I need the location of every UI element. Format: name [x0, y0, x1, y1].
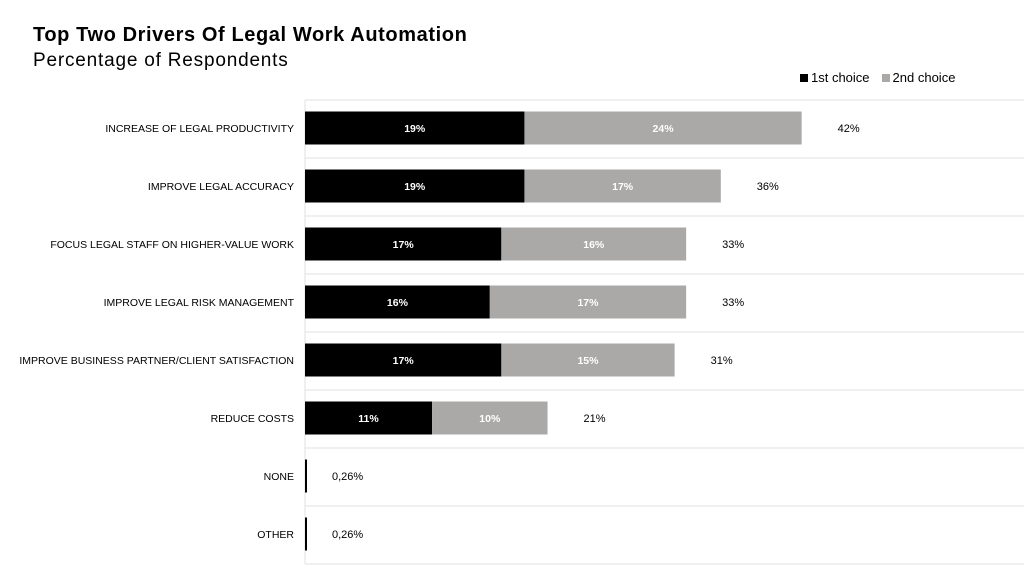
category-label: REDUCE COSTS [211, 413, 294, 425]
bar-label-2nd: 16% [583, 239, 605, 251]
bar-label-1st: 16% [387, 297, 409, 309]
bar-label-2nd: 17% [612, 181, 634, 193]
bar-2nd [524, 169, 721, 203]
legend-item-1st: 1st choice [800, 70, 870, 85]
total-label: 42% [838, 123, 860, 135]
category-label: IMPROVE LEGAL RISK MANAGEMENT [104, 297, 295, 309]
legend-item-2nd: 2nd choice [881, 70, 956, 85]
bar-1st [305, 169, 525, 203]
total-label: 36% [757, 181, 779, 193]
bar-2nd [432, 401, 548, 435]
total-label: 33% [722, 297, 744, 309]
legend-swatch-1st [800, 73, 808, 82]
total-label: 0,26% [332, 471, 363, 483]
bar-1st [305, 285, 490, 319]
total-label: 0,26% [332, 529, 363, 541]
category-label: FOCUS LEGAL STAFF ON HIGHER-VALUE WORK [50, 239, 294, 251]
bar-1st [305, 227, 502, 261]
bar-tiny [305, 517, 307, 551]
bar-2nd [524, 111, 802, 145]
bar-label-2nd: 24% [653, 123, 675, 135]
category-label: IMPROVE LEGAL ACCURACY [148, 181, 294, 193]
bar-label-2nd: 17% [577, 297, 599, 309]
bar-label-1st: 17% [393, 355, 415, 367]
bar-label-1st: 11% [358, 413, 379, 425]
bar-label-2nd: 10% [479, 413, 501, 425]
total-label: 33% [722, 239, 744, 251]
total-label: 31% [711, 355, 733, 367]
total-label: 21% [584, 413, 606, 425]
bar-2nd [501, 343, 675, 377]
legend-label-2nd: 2nd choice [892, 70, 956, 85]
bar-tiny [305, 459, 307, 493]
bar-label-2nd: 15% [577, 355, 599, 367]
category-label: NONE [264, 471, 294, 483]
bar-label-1st: 19% [404, 123, 426, 135]
bar-label-1st: 17% [393, 239, 415, 251]
chart-subtitle: Percentage of Respondents [33, 50, 289, 71]
bar-1st [305, 401, 433, 435]
category-label: OTHER [257, 529, 294, 541]
bar-label-1st: 19% [404, 181, 426, 193]
chart-title: Top Two Drivers Of Legal Work Automation [33, 24, 468, 46]
legend: 1st choice 2nd choice [800, 70, 967, 85]
category-label: INCREASE OF LEGAL PRODUCTIVITY [105, 123, 294, 135]
legend-swatch-2nd [881, 73, 890, 82]
bar-2nd [489, 285, 687, 319]
category-label: IMPROVE BUSINESS PARTNER/CLIENT SATISFAC… [19, 355, 294, 367]
bar-1st [305, 343, 502, 377]
legend-label-1st: 1st choice [811, 70, 870, 85]
bar-1st [305, 111, 525, 145]
bar-2nd [501, 227, 687, 261]
